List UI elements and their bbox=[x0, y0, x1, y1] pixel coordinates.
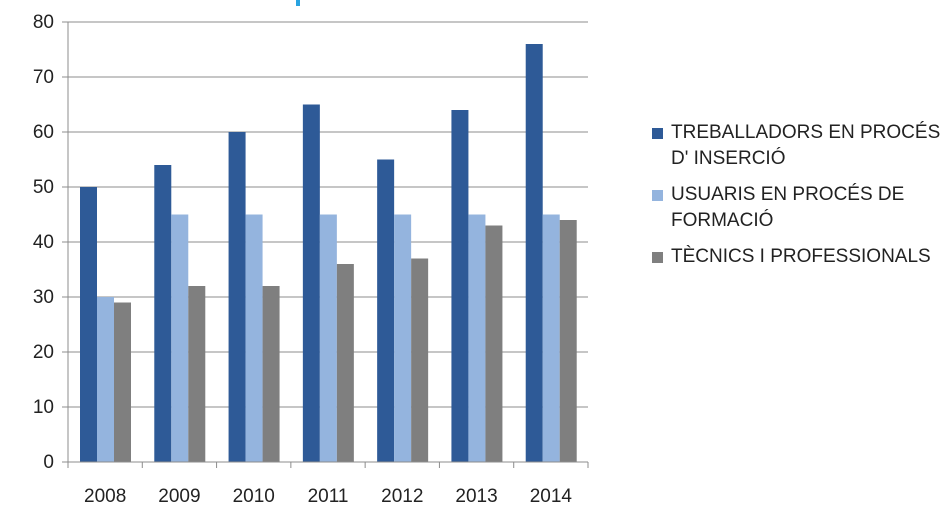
legend-item-tecnics: TÈCNICS I PROFESSIONALS bbox=[652, 244, 942, 270]
legend-label-tecnics: TÈCNICS I PROFESSIONALS bbox=[671, 246, 931, 267]
bar-2012-series-2 bbox=[411, 258, 429, 462]
bar-2014-series-1 bbox=[542, 214, 560, 462]
bar-2010-series-1 bbox=[245, 214, 263, 462]
x-tick-labels: 2008 2009 2010 2011 2012 2013 2014 bbox=[84, 486, 572, 507]
y-tick-label-10: 10 bbox=[33, 397, 54, 418]
bar-2010-series-0 bbox=[228, 132, 246, 462]
bar-2013-series-1 bbox=[468, 214, 486, 462]
x-tick-label-2008: 2008 bbox=[84, 486, 126, 507]
legend-swatch-tecnics bbox=[652, 252, 663, 263]
bar-2008-series-1 bbox=[97, 297, 114, 462]
x-tick-label-2009: 2009 bbox=[158, 486, 200, 507]
y-tick-label-70: 70 bbox=[33, 67, 54, 88]
bar-2012-series-1 bbox=[394, 214, 412, 462]
title-fragment bbox=[288, 0, 308, 6]
x-tick-label-2013: 2013 bbox=[455, 486, 497, 507]
legend-swatch-usuaris bbox=[652, 190, 663, 201]
legend-label-treballadors: TREBALLADORS EN PROCÉS D' INSERCIÓ bbox=[671, 122, 941, 169]
legend-swatch-treballadors bbox=[652, 128, 663, 139]
legend-label-usuaris: USUARIS EN PROCÉS DE FORMACIÓ bbox=[671, 184, 905, 231]
bar-2014-series-2 bbox=[559, 220, 577, 462]
bars bbox=[80, 44, 577, 462]
bar-2010-series-2 bbox=[262, 286, 280, 462]
x-tick-label-2014: 2014 bbox=[530, 486, 573, 507]
bar-2013-series-0 bbox=[451, 110, 469, 462]
bar-2009-series-2 bbox=[188, 286, 206, 462]
bar-2009-series-1 bbox=[171, 214, 189, 462]
bar-2008-series-0 bbox=[80, 187, 97, 462]
axes bbox=[62, 21, 589, 468]
bar-2014-series-0 bbox=[525, 44, 543, 462]
legend-item-treballadors: TREBALLADORS EN PROCÉS D' INSERCIÓ bbox=[652, 120, 942, 172]
bar-2011-series-0 bbox=[302, 104, 320, 462]
bar-2008-series-2 bbox=[114, 302, 131, 462]
bar-2013-series-2 bbox=[485, 225, 503, 462]
legend: TREBALLADORS EN PROCÉS D' INSERCIÓ USUAR… bbox=[652, 120, 942, 280]
y-tick-label-0: 0 bbox=[43, 452, 54, 473]
y-tick-label-40: 40 bbox=[33, 232, 54, 253]
bar-2009-series-0 bbox=[154, 165, 172, 462]
bar-2011-series-1 bbox=[319, 214, 337, 462]
x-tick-label-2010: 2010 bbox=[233, 486, 275, 507]
y-tick-label-60: 60 bbox=[33, 122, 54, 143]
bar-2011-series-2 bbox=[336, 264, 354, 462]
x-tick-label-2011: 2011 bbox=[308, 486, 349, 507]
bar-2012-series-0 bbox=[377, 159, 395, 462]
y-tick-label-50: 50 bbox=[33, 177, 54, 198]
y-tick-label-30: 30 bbox=[33, 287, 54, 308]
y-tick-label-20: 20 bbox=[33, 342, 54, 363]
y-tick-labels: 0 10 20 30 40 50 60 70 80 bbox=[33, 12, 54, 473]
legend-item-usuaris: USUARIS EN PROCÉS DE FORMACIÓ bbox=[652, 182, 942, 234]
y-tick-label-80: 80 bbox=[33, 12, 54, 33]
x-tick-label-2012: 2012 bbox=[381, 486, 423, 507]
